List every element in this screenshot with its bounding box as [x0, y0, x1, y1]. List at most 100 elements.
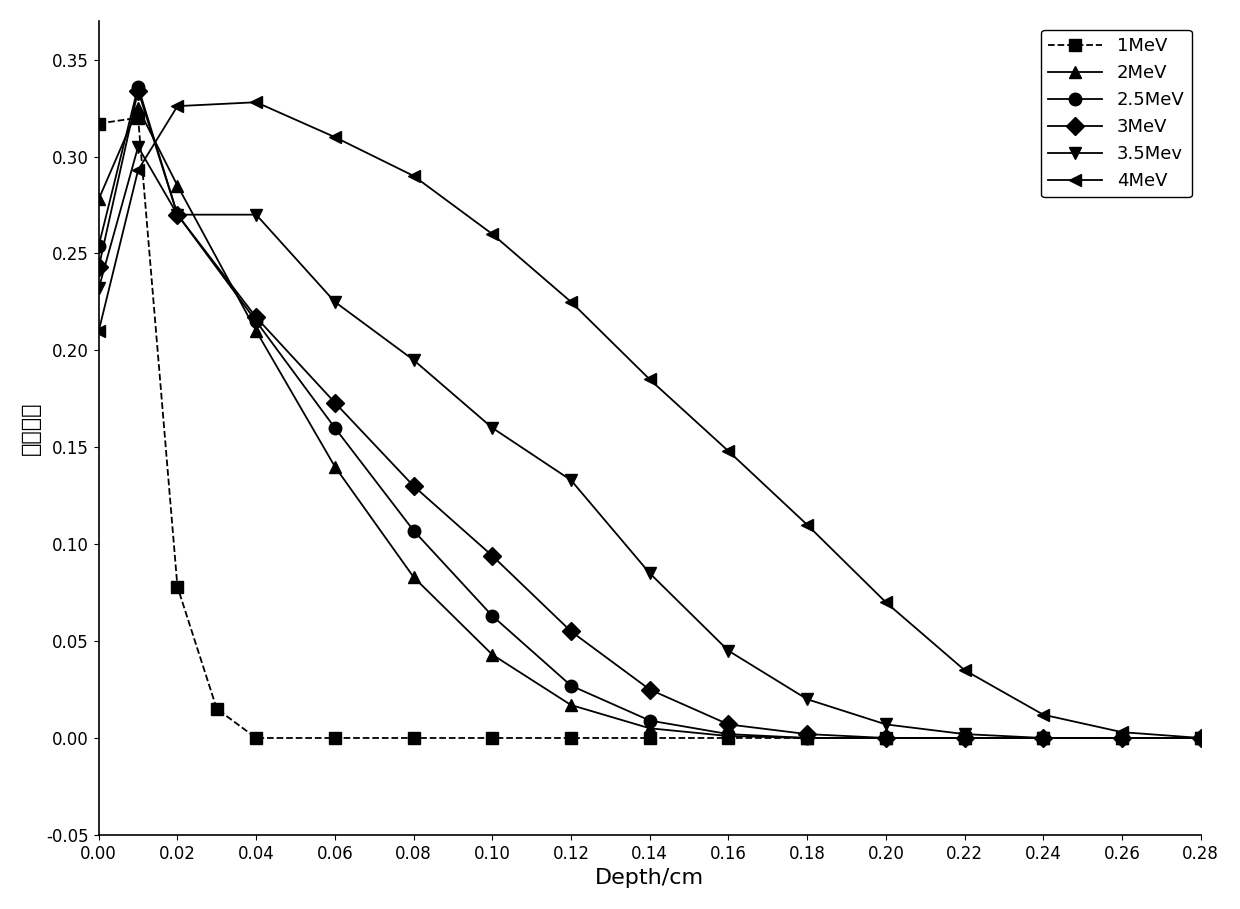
- 2MeV: [130, 103, 145, 114]
- 1MeV: [327, 733, 342, 744]
- 2.5MeV: [327, 423, 342, 434]
- 3.5Mev: [327, 296, 342, 307]
- 2.5MeV: [130, 81, 145, 92]
- 1MeV: [1193, 733, 1208, 744]
- Line: 3MeV: 3MeV: [93, 85, 1207, 744]
- 2.5MeV: [1193, 733, 1208, 744]
- 2.5MeV: [1035, 733, 1050, 744]
- 1MeV: [249, 733, 264, 744]
- 2MeV: [92, 194, 107, 205]
- 3MeV: [407, 481, 422, 492]
- 3MeV: [957, 733, 972, 744]
- 2.5MeV: [407, 525, 422, 536]
- 3.5Mev: [800, 694, 815, 704]
- 1MeV: [720, 733, 735, 744]
- 2.5MeV: [563, 680, 578, 691]
- 1MeV: [1035, 733, 1050, 744]
- 3.5Mev: [170, 209, 185, 220]
- 3.5Mev: [957, 729, 972, 740]
- 1MeV: [170, 582, 185, 593]
- 3.5Mev: [1115, 733, 1130, 744]
- 2MeV: [1115, 733, 1130, 744]
- 3MeV: [642, 684, 657, 695]
- 2.5MeV: [720, 729, 735, 740]
- 2MeV: [720, 731, 735, 742]
- 3.5Mev: [485, 423, 500, 434]
- 2MeV: [1193, 733, 1208, 744]
- 1MeV: [957, 733, 972, 744]
- 1MeV: [485, 733, 500, 744]
- 2.5MeV: [485, 611, 500, 622]
- 1MeV: [642, 733, 657, 744]
- 3MeV: [563, 626, 578, 637]
- 1MeV: [210, 704, 224, 714]
- Line: 2MeV: 2MeV: [93, 102, 1207, 744]
- 3MeV: [720, 719, 735, 730]
- 1MeV: [407, 733, 422, 744]
- Line: 1MeV: 1MeV: [93, 112, 1207, 744]
- 3MeV: [249, 312, 264, 323]
- 4MeV: [1035, 709, 1050, 720]
- 1MeV: [800, 733, 815, 744]
- 4MeV: [642, 374, 657, 385]
- 3MeV: [92, 262, 107, 273]
- 2MeV: [878, 733, 893, 744]
- 4MeV: [249, 96, 264, 107]
- 4MeV: [957, 664, 972, 675]
- 1MeV: [92, 118, 107, 129]
- 4MeV: [327, 132, 342, 143]
- 2.5MeV: [1115, 733, 1130, 744]
- 3.5Mev: [720, 645, 735, 656]
- 4MeV: [130, 165, 145, 175]
- 3.5Mev: [407, 355, 422, 365]
- Line: 4MeV: 4MeV: [93, 96, 1207, 744]
- Line: 3.5Mev: 3.5Mev: [93, 141, 1207, 744]
- 3MeV: [1115, 733, 1130, 744]
- 2MeV: [800, 733, 815, 744]
- 3.5Mev: [878, 719, 893, 730]
- 4MeV: [720, 445, 735, 456]
- 3MeV: [170, 209, 185, 220]
- 2.5MeV: [800, 733, 815, 744]
- 3.5Mev: [130, 142, 145, 153]
- 3MeV: [485, 550, 500, 561]
- 3.5Mev: [249, 209, 264, 220]
- 2.5MeV: [878, 733, 893, 744]
- 2MeV: [563, 700, 578, 711]
- 2MeV: [327, 461, 342, 472]
- 4MeV: [1193, 733, 1208, 744]
- 3MeV: [1193, 733, 1208, 744]
- 2.5MeV: [249, 315, 264, 326]
- 3MeV: [130, 85, 145, 96]
- 4MeV: [878, 597, 893, 608]
- Legend: 1MeV, 2MeV, 2.5MeV, 3MeV, 3.5Mev, 4MeV: 1MeV, 2MeV, 2.5MeV, 3MeV, 3.5Mev, 4MeV: [1040, 30, 1192, 197]
- 3MeV: [800, 729, 815, 740]
- 2.5MeV: [642, 715, 657, 726]
- 1MeV: [563, 733, 578, 744]
- 4MeV: [92, 325, 107, 336]
- 2.5MeV: [957, 733, 972, 744]
- 3MeV: [878, 733, 893, 744]
- 2MeV: [407, 572, 422, 583]
- 4MeV: [800, 519, 815, 530]
- 3.5Mev: [1193, 733, 1208, 744]
- 2MeV: [170, 180, 185, 191]
- 2MeV: [642, 723, 657, 734]
- 3.5Mev: [92, 283, 107, 294]
- Y-axis label: 沉积能量: 沉积能量: [21, 401, 41, 454]
- 2.5MeV: [170, 209, 185, 220]
- 3MeV: [327, 397, 342, 408]
- 1MeV: [878, 733, 893, 744]
- 2MeV: [249, 325, 264, 336]
- X-axis label: Depth/cm: Depth/cm: [595, 868, 704, 888]
- 3.5Mev: [642, 568, 657, 579]
- 2MeV: [1035, 733, 1050, 744]
- 2.5MeV: [92, 240, 107, 251]
- 4MeV: [170, 101, 185, 112]
- Line: 2.5MeV: 2.5MeV: [93, 81, 1207, 744]
- 3MeV: [1035, 733, 1050, 744]
- 3.5Mev: [1035, 733, 1050, 744]
- 4MeV: [407, 171, 422, 182]
- 1MeV: [1115, 733, 1130, 744]
- 1MeV: [130, 113, 145, 124]
